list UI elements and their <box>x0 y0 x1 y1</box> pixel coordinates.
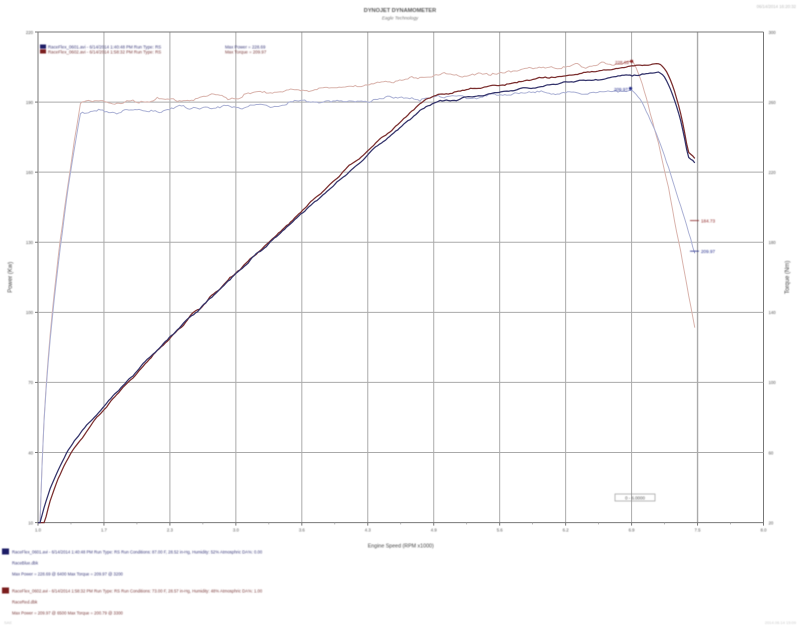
svg-text:1.0: 1.0 <box>35 528 42 533</box>
svg-text:3.6: 3.6 <box>299 528 306 533</box>
svg-text:228.69: 228.69 <box>615 60 629 65</box>
svg-text:300: 300 <box>769 30 777 35</box>
svg-text:06/14/2014 16:20:32: 06/14/2014 16:20:32 <box>757 4 797 9</box>
svg-text:4.3: 4.3 <box>365 528 372 533</box>
svg-text:RaceFlex_0602.avi - 6/14/2014: RaceFlex_0602.avi - 6/14/2014 1:58:32 PM… <box>48 49 161 54</box>
svg-text:209.97: 209.97 <box>614 87 628 92</box>
svg-text:DYNOJET DYNAMOMETER: DYNOJET DYNAMOMETER <box>364 8 436 14</box>
svg-text:60: 60 <box>769 450 774 455</box>
svg-text:SAE: SAE <box>4 620 12 625</box>
svg-text:6.9: 6.9 <box>629 528 636 533</box>
svg-text:184.73: 184.73 <box>701 219 715 224</box>
svg-text:Eagle Technology: Eagle Technology <box>382 16 419 21</box>
svg-text:220: 220 <box>26 30 34 35</box>
svg-text:140: 140 <box>769 310 777 315</box>
svg-text:2014.06.14 15:09: 2014.06.14 15:09 <box>765 620 797 625</box>
svg-text:220: 220 <box>769 170 777 175</box>
svg-text:Max Power = 228.69 @ 6400 Ma: Max Power = 228.69 @ 6400 Max Torque = 2… <box>12 572 124 577</box>
svg-text:5.6: 5.6 <box>497 528 504 533</box>
svg-text:0 - 6.0000: 0 - 6.0000 <box>625 495 645 500</box>
svg-text:3.0: 3.0 <box>233 528 240 533</box>
svg-text:6.2: 6.2 <box>563 528 570 533</box>
svg-text:4.9: 4.9 <box>431 528 438 533</box>
svg-text:Max Torque = 209.97: Max Torque = 209.97 <box>225 49 267 54</box>
svg-text:100: 100 <box>769 380 777 385</box>
svg-text:7.5: 7.5 <box>695 528 702 533</box>
svg-text:10: 10 <box>28 520 33 525</box>
svg-text:RaceFlex_0602.avi - 6/14/2014: RaceFlex_0602.avi - 6/14/2014 1:58:32 PM… <box>12 589 263 594</box>
svg-text:Torque (Nm): Torque (Nm) <box>785 261 791 294</box>
svg-text:70: 70 <box>28 380 33 385</box>
svg-text:180: 180 <box>769 240 777 245</box>
svg-text:160: 160 <box>26 170 34 175</box>
svg-text:Engine Speed (RPM x1000): Engine Speed (RPM x1000) <box>368 544 434 550</box>
svg-text:260: 260 <box>769 100 777 105</box>
svg-text:100: 100 <box>26 310 34 315</box>
svg-text:190: 190 <box>26 100 34 105</box>
svg-text:RaceRed.dbk: RaceRed.dbk <box>12 600 38 605</box>
svg-text:130: 130 <box>26 240 34 245</box>
svg-text:Power (Kw): Power (Kw) <box>8 262 14 293</box>
svg-text:40: 40 <box>28 450 33 455</box>
svg-text:Max Power = 209.97 @ 6500 Ma: Max Power = 209.97 @ 6500 Max Torque = 2… <box>12 611 124 616</box>
svg-text:20: 20 <box>769 520 774 525</box>
svg-text:209.97: 209.97 <box>701 249 715 254</box>
svg-text:RaceFlex_0601.avi - 6/14/2014: RaceFlex_0601.avi - 6/14/2014 1:40:48 PM… <box>12 550 263 555</box>
svg-text:2.3: 2.3 <box>167 528 174 533</box>
svg-text:8.0: 8.0 <box>761 528 768 533</box>
svg-text:RaceBlue.dbk: RaceBlue.dbk <box>12 561 39 566</box>
svg-text:1.7: 1.7 <box>101 528 108 533</box>
